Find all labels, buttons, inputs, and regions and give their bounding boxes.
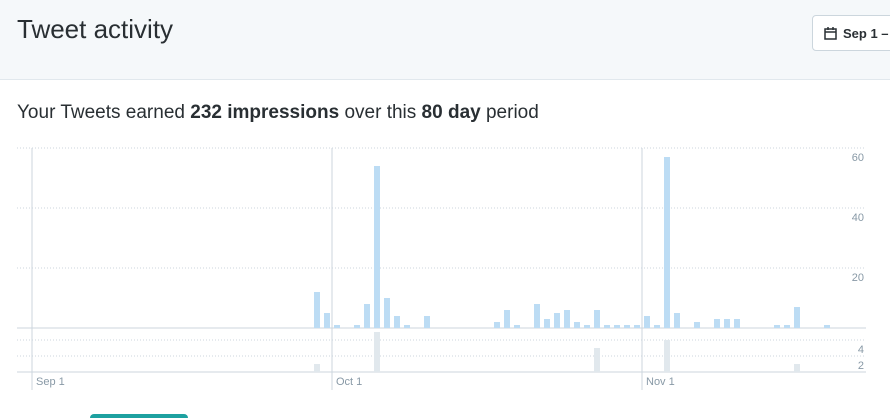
bar [774, 325, 780, 328]
bar [564, 310, 570, 328]
bar [494, 322, 500, 328]
bar [314, 364, 320, 372]
calendar-icon [824, 27, 837, 40]
bar [644, 316, 650, 328]
x-tick-label: Nov 1 [646, 376, 675, 388]
y-tick-label: 40 [852, 212, 864, 224]
y-tick-label: 60 [852, 152, 864, 164]
bar [734, 319, 740, 328]
bar [714, 319, 720, 328]
bar [544, 319, 550, 328]
date-range-label: Sep 1 – [843, 26, 889, 41]
bar [394, 316, 400, 328]
y-tick-label: 4 [858, 344, 864, 356]
bar [374, 166, 380, 328]
bar [634, 325, 640, 328]
bar [594, 348, 600, 372]
bar [354, 325, 360, 328]
bar [724, 319, 730, 328]
bar [654, 325, 660, 328]
y-tick-label: 2 [858, 360, 864, 372]
bar [314, 292, 320, 328]
x-tick-label: Oct 1 [336, 376, 362, 388]
summary: Your Tweets earned 232 impressions over … [17, 102, 539, 124]
x-tick-label: Sep 1 [36, 376, 65, 388]
impressions: 232 impressions [190, 102, 340, 123]
bar [384, 298, 390, 328]
bar [794, 307, 800, 328]
y-tick-label: 20 [852, 272, 864, 284]
date-range-button[interactable]: Sep 1 – [812, 15, 890, 51]
bar [614, 325, 620, 328]
bar [424, 316, 430, 328]
bar [784, 325, 790, 328]
bar [554, 313, 560, 328]
bar [584, 325, 590, 328]
bar [664, 157, 670, 328]
summary-text: period [485, 102, 539, 123]
bar [504, 310, 510, 328]
bar [574, 322, 580, 328]
page-title: Tweet activity [17, 14, 174, 44]
bar [334, 325, 340, 328]
bar [824, 325, 830, 328]
bar [604, 325, 610, 328]
bar [514, 325, 520, 328]
summary-text: Your Tweets earned [17, 102, 185, 123]
bar [794, 364, 800, 372]
bar [534, 304, 540, 328]
bar [404, 325, 410, 328]
summary-text: over this [344, 102, 417, 123]
bar [624, 325, 630, 328]
bar [674, 313, 680, 328]
bar [694, 322, 700, 328]
header: Tweet activity Sep 1 – [0, 0, 890, 80]
bar [664, 340, 670, 372]
bar [324, 313, 330, 328]
bar [364, 304, 370, 328]
days: 80 day [421, 102, 481, 123]
button-edge [90, 414, 188, 418]
bar [594, 310, 600, 328]
bar [374, 332, 380, 372]
